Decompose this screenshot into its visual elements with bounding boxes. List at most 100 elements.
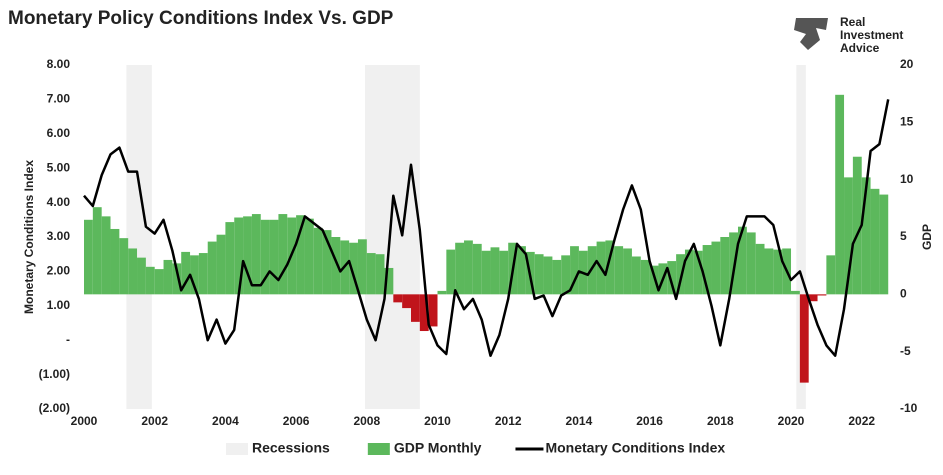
y-tick-label: (2.00) bbox=[39, 401, 70, 415]
y-axis-title: Monetary Conditions Index bbox=[22, 160, 36, 314]
gdp-bar bbox=[366, 253, 376, 295]
x-tick-label: 2022 bbox=[848, 414, 875, 428]
recession-band bbox=[796, 65, 806, 409]
gdp-bar bbox=[384, 267, 394, 295]
logo: Real Investment Advice bbox=[794, 15, 903, 55]
gdp-bar bbox=[684, 249, 694, 295]
y2-tick-label: 10 bbox=[900, 172, 914, 186]
gdp-bar bbox=[605, 240, 615, 295]
gdp-bar bbox=[198, 253, 208, 295]
x-tick-label: 2010 bbox=[424, 414, 451, 428]
gdp-bar bbox=[137, 257, 146, 295]
gdp-bar bbox=[640, 259, 650, 295]
gdp-bar bbox=[614, 246, 624, 295]
gdp-bar bbox=[623, 248, 632, 295]
y2-tick-label: 5 bbox=[900, 229, 907, 243]
gdp-bar bbox=[817, 294, 827, 296]
gdp-bar bbox=[402, 294, 411, 309]
gdp-bar bbox=[720, 237, 730, 295]
logo-icon bbox=[794, 18, 828, 50]
gdp-bar bbox=[92, 207, 102, 295]
gdp-bar bbox=[243, 216, 252, 295]
y-tick-label: 6.00 bbox=[47, 126, 71, 140]
y-tick-label: 8.00 bbox=[47, 57, 71, 71]
gdp-bar bbox=[472, 243, 482, 295]
x-tick-label: 2002 bbox=[141, 414, 168, 428]
gdp-bar bbox=[181, 251, 191, 295]
gdp-bar bbox=[764, 248, 774, 295]
gdp-bar bbox=[269, 219, 279, 295]
legend-swatch bbox=[226, 443, 248, 455]
gdp-bar bbox=[225, 222, 235, 295]
gdp-bar bbox=[234, 217, 244, 295]
legend-label: Recessions bbox=[252, 440, 330, 456]
gdp-bar bbox=[84, 219, 93, 295]
y-tick-label: 3.00 bbox=[47, 229, 71, 243]
gdp-bar bbox=[172, 263, 182, 295]
recession-band bbox=[365, 65, 420, 409]
gdp-bar bbox=[410, 294, 420, 322]
gdp-bar bbox=[826, 255, 836, 295]
gdp-bar bbox=[499, 250, 509, 295]
gdp-bar bbox=[844, 177, 853, 295]
gdp-bar bbox=[702, 245, 712, 295]
gdp-bar bbox=[693, 250, 703, 295]
y2-tick-label: -5 bbox=[900, 344, 911, 358]
gdp-bar bbox=[808, 294, 818, 302]
x-tick-label: 2008 bbox=[353, 414, 380, 428]
y2-tick-label: 0 bbox=[900, 287, 907, 301]
legend-item: GDP Monthly bbox=[367, 440, 482, 456]
x-tick-label: 2016 bbox=[636, 414, 663, 428]
gdp-bar bbox=[278, 214, 288, 295]
gdp-bar bbox=[755, 243, 765, 295]
gdp-bar bbox=[375, 254, 385, 295]
gdp-bar bbox=[419, 294, 429, 332]
gdp-bar bbox=[561, 255, 571, 295]
gdp-bar bbox=[313, 227, 323, 295]
gdp-bar bbox=[393, 294, 403, 303]
mci-line bbox=[83, 99, 890, 357]
gdp-bar bbox=[879, 194, 889, 295]
legend-label: GDP Monthly bbox=[394, 440, 482, 456]
gdp-bar bbox=[481, 250, 491, 295]
gdp-bar bbox=[799, 294, 809, 383]
gdp-bar bbox=[676, 254, 685, 295]
gdp-bar bbox=[552, 259, 562, 295]
gdp-bar bbox=[207, 241, 217, 295]
x-tick-label: 2000 bbox=[71, 414, 98, 428]
gdp-bar bbox=[534, 254, 544, 295]
recession-band bbox=[126, 65, 152, 409]
gdp-bar bbox=[119, 238, 129, 295]
y2-tick-label: 15 bbox=[900, 115, 914, 129]
gdp-bar bbox=[216, 234, 226, 295]
gdp-bar bbox=[163, 259, 173, 295]
gdp-bar bbox=[791, 290, 800, 295]
gdp-bar bbox=[322, 230, 332, 295]
y-tick-label: (1.00) bbox=[39, 367, 70, 381]
x-tick-label: 2006 bbox=[283, 414, 310, 428]
gdp-bar bbox=[446, 249, 456, 295]
gdp-bar bbox=[490, 247, 500, 295]
brand-line: Real bbox=[840, 15, 865, 29]
y2-axis-title: GDP bbox=[920, 224, 934, 250]
y-tick-label: 1.00 bbox=[47, 298, 71, 312]
legend-item: Monetary Conditions Index bbox=[515, 440, 725, 456]
brand-line: Investment bbox=[840, 28, 903, 42]
x-tick-label: 2014 bbox=[566, 414, 593, 428]
legend-label: Monetary Conditions Index bbox=[545, 440, 725, 456]
gdp-bar bbox=[110, 228, 120, 295]
gdp-bar bbox=[296, 215, 305, 295]
gdp-bar bbox=[357, 239, 367, 295]
x-tick-label: 2004 bbox=[212, 414, 239, 428]
y-tick-label: 5.00 bbox=[47, 160, 71, 174]
gdp-bar bbox=[331, 237, 341, 295]
gdp-bar bbox=[570, 246, 579, 295]
legend-swatch bbox=[367, 443, 390, 455]
gdp-bar bbox=[128, 248, 138, 295]
y-tick-label: - bbox=[66, 332, 70, 346]
y-tick-label: 2.00 bbox=[47, 264, 71, 278]
y2-tick-label: -10 bbox=[900, 401, 918, 415]
gdp-bar bbox=[304, 218, 314, 295]
